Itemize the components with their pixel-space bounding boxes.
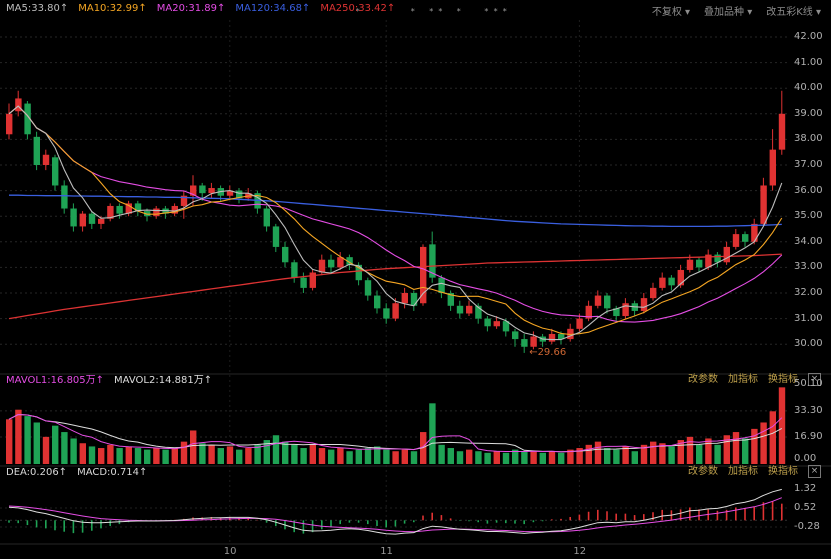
price-axis-label: 31.00 [794,312,823,324]
candle-style-menu[interactable]: 改五彩K线 ▾ [766,7,821,18]
switch-indicator-button[interactable]: 换指标 [768,465,798,477]
switch-indicator-button[interactable]: 换指标 [768,373,798,385]
ma-label: MA10:32.99↑ [78,3,147,14]
volume-ma-labels: MAVOL1:16.805万↑ MAVOL2:14.881万↑ [6,375,212,387]
macd-value-label: DEA:0.206↑ [6,467,68,478]
volume-ma-label: MAVOL1:16.805万↑ [6,375,105,386]
date-axis-label: 11 [380,546,393,557]
adjust-mode-menu[interactable]: 不复权 ▾ [651,7,691,18]
ma-label: MA20:31.89↑ [156,3,226,14]
price-axis-label: 32.00 [794,287,823,298]
volume-ma-label: MAVOL2:14.881万↑ [114,375,213,386]
change-params-button[interactable]: 改参数 [688,373,718,385]
close-panel-button[interactable]: × [808,373,821,386]
macd-indicator-labels: DEA:0.206↑ MACD:0.714↑ [6,467,147,479]
macd-axis-label: 1.32 [794,482,817,494]
close-panel-button[interactable]: × [808,465,821,478]
event-marker-icon: * [356,7,360,16]
price-axis-label: 34.00 [794,235,823,247]
low-price-annotation: ←29.66 [529,346,567,358]
date-axis-label: 12 [573,546,587,557]
price-axis-label: 35.00 [794,210,823,222]
price-axis-label: 42.00 [794,31,823,42]
event-marker-icon: * [411,7,415,16]
price-axis-label: 36.00 [794,184,823,196]
event-marker-icon: * [438,7,442,16]
price-axis-label: 41.00 [794,56,823,68]
add-indicator-button[interactable]: 加指标 [728,465,758,477]
price-axis-label: 38.00 [794,133,823,145]
ma-label: MA5:33.80↑ [6,3,69,14]
ma-label: MA120:34.68↑ [235,3,311,14]
event-marker-icon: * [484,7,488,16]
price-axis-label: 37.00 [794,159,823,170]
ma-label: MA250:33.42↑ [320,3,396,14]
macd-axis-label: -0.28 [794,520,820,532]
event-marker-icon: * [457,7,461,16]
add-indicator-button[interactable]: 加指标 [728,373,758,385]
macd-panel-toolbar: 改参数 加指标 换指标 × [688,465,821,478]
change-params-button[interactable]: 改参数 [688,465,718,477]
volume-axis-label: 16.90 [794,431,823,442]
macd-value-label: MACD:0.714↑ [77,467,148,478]
ma-indicator-labels: MA5:33.80↑ MA10:32.99↑ MA20:31.89↑ MA120:34… [6,3,395,15]
price-axis-label: 30.00 [794,338,823,350]
overlay-symbol-menu[interactable]: 叠加品种 ▾ [704,7,753,18]
event-marker-icon: * [429,7,433,16]
event-marker-icon: * [503,7,507,16]
volume-axis-label: 0.00 [794,453,817,464]
macd-axis-label: 0.52 [794,501,817,513]
volume-axis-label: 50.10 [794,378,823,389]
price-axis-label: 39.00 [794,107,823,119]
volume-panel-toolbar: 改参数 加指标 换指标 × [688,373,821,386]
price-axis-label: 40.00 [794,82,823,94]
date-axis-label: 10 [223,546,237,557]
volume-axis-label: 33.30 [794,404,823,416]
chart-settings-menus: 不复权 ▾ 叠加品种 ▾ 改五彩K线 ▾ [652,3,821,18]
price-axis-label: 33.00 [794,261,823,273]
event-marker-icon: * [494,7,498,16]
